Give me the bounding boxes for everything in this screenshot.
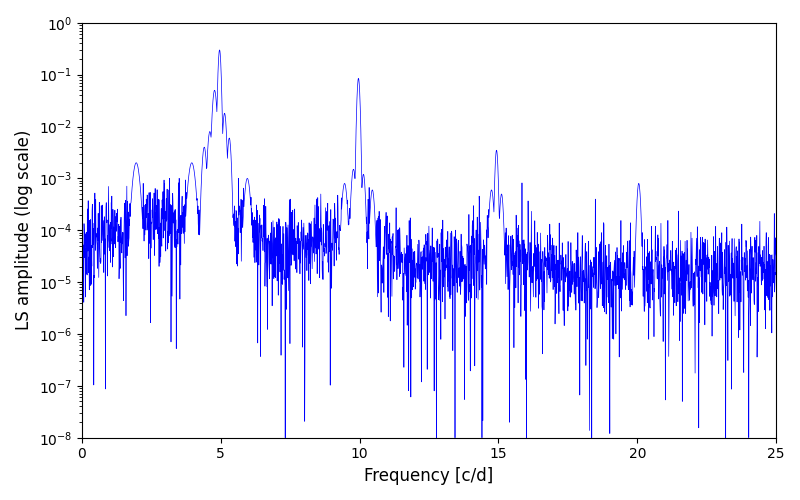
X-axis label: Frequency [c/d]: Frequency [c/d] xyxy=(364,467,494,485)
Y-axis label: LS amplitude (log scale): LS amplitude (log scale) xyxy=(15,130,33,330)
